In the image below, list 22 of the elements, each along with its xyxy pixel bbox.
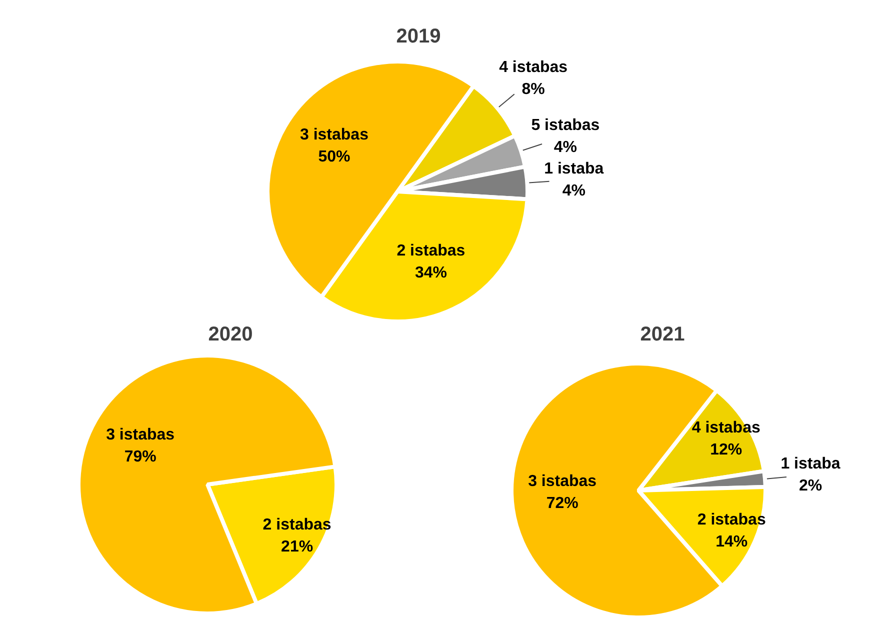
data-label: 4% — [554, 138, 578, 156]
slice-label: 5 istabas — [531, 116, 600, 134]
data-label: 12% — [710, 442, 742, 459]
data-label: 21% — [281, 538, 314, 556]
chart-title: 2021 — [640, 324, 685, 346]
data-label: 4% — [562, 182, 586, 200]
data-label: 79% — [124, 448, 156, 466]
slice-label: 3 istabas — [106, 426, 175, 444]
chart-title: 2019 — [396, 26, 441, 48]
slice-label: 2 istabas — [396, 242, 466, 260]
data-label: 34% — [414, 264, 447, 282]
slice-label: 1 istaba — [544, 160, 604, 178]
chart-title: 2020 — [208, 324, 253, 346]
slice-label: 1 istaba — [780, 455, 840, 472]
data-label: 14% — [716, 534, 748, 551]
data-label: 2% — [798, 477, 822, 494]
slice-label: 4 istabas — [499, 58, 568, 76]
slice-label: 3 istabas — [300, 126, 369, 144]
data-label: 72% — [546, 495, 578, 512]
data-label: 50% — [318, 148, 350, 166]
data-label: 8% — [522, 80, 545, 98]
slice-label: 3 istabas — [528, 473, 597, 490]
